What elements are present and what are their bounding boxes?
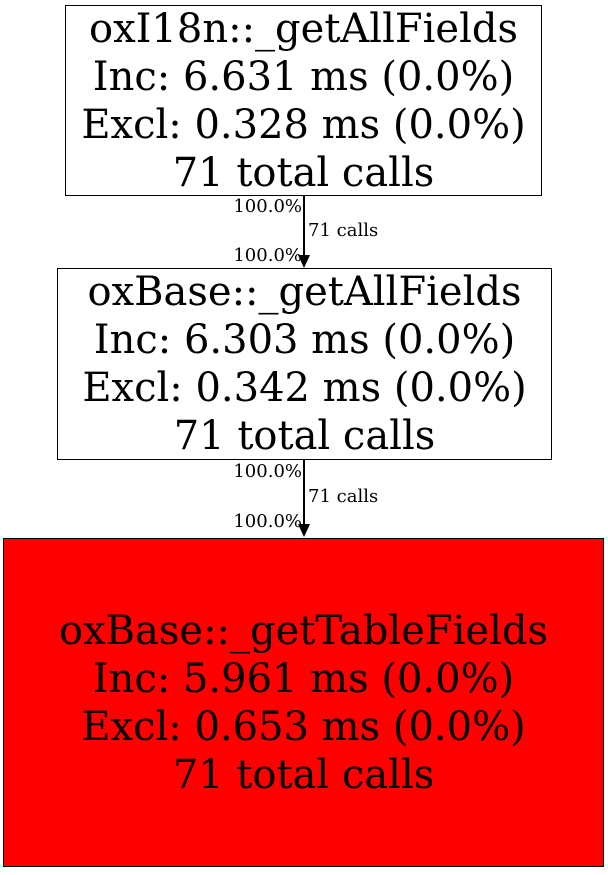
total-calls: 71 total calls: [173, 413, 436, 459]
arrowhead-icon: [298, 255, 310, 268]
edge-line: [303, 196, 305, 256]
edge-line: [303, 460, 305, 525]
inclusive-time: Inc: 6.303 ms (0.0%): [93, 317, 516, 363]
exclusive-time: Excl: 0.653 ms (0.0%): [81, 703, 526, 750]
exclusive-time: Excl: 0.328 ms (0.0%): [81, 101, 526, 148]
function-name: oxBase::_getTableFields: [58, 607, 549, 654]
node-oxBase-getAllFields: oxBase::_getAllFields Inc: 6.303 ms (0.0…: [57, 268, 552, 460]
edge-percent-out: 100.0%: [233, 461, 302, 482]
edge-call-count: 71 calls: [308, 220, 379, 241]
function-name: oxBase::_getAllFields: [87, 269, 522, 315]
total-calls: 71 total calls: [172, 751, 435, 798]
node-oxBase-getTableFields: oxBase::_getTableFields Inc: 5.961 ms (0…: [3, 538, 604, 867]
arrowhead-icon: [298, 524, 310, 537]
total-calls: 71 total calls: [172, 149, 435, 196]
function-name: oxI18n::_getAllFields: [88, 5, 519, 52]
inclusive-time: Inc: 5.961 ms (0.0%): [92, 655, 515, 702]
node-oxI18n-getAllFields: oxI18n::_getAllFields Inc: 6.631 ms (0.0…: [65, 5, 542, 196]
edge-call-count: 71 calls: [308, 486, 379, 507]
inclusive-time: Inc: 6.631 ms (0.0%): [92, 53, 515, 100]
edge-percent-in: 100.0%: [233, 511, 302, 532]
edge-percent-in: 100.0%: [233, 245, 302, 266]
exclusive-time: Excl: 0.342 ms (0.0%): [82, 365, 527, 411]
edge-percent-out: 100.0%: [233, 196, 302, 217]
